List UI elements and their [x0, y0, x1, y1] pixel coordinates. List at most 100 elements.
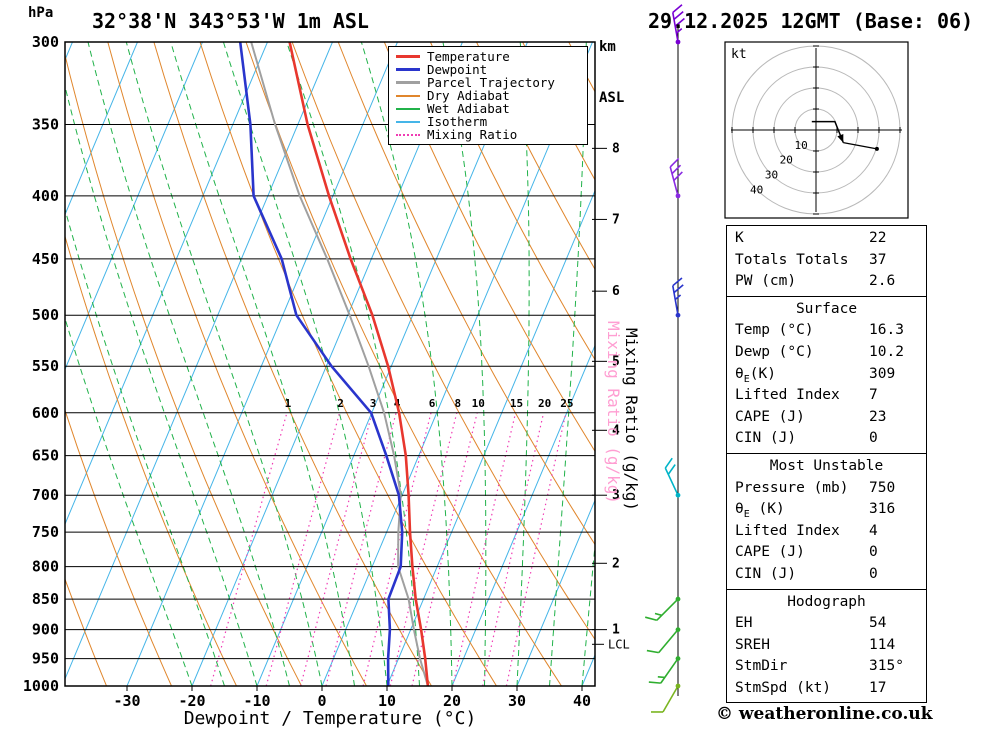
- wind-barb: [669, 157, 683, 199]
- km-tick-label: 4: [612, 423, 620, 438]
- temperature-tick-label: 30: [508, 692, 526, 710]
- stat-row-mu-theta-e: θE (K) 316: [735, 501, 896, 521]
- hodograph-kt-label: kt: [731, 47, 747, 62]
- km-tick-label: 5: [612, 354, 620, 369]
- mixing-ratio-value-label: 10: [472, 397, 485, 410]
- stat-row-surface-theta-e: θE(K) 309: [735, 365, 896, 385]
- dry-adiabat-line-sample: [396, 94, 420, 97]
- pressure-tick-label: 550: [32, 357, 59, 375]
- legend-item-wet-adiabat: Wet Adiabat: [396, 101, 583, 116]
- wind-barb: [644, 596, 681, 622]
- hodograph-ring-label: 40: [750, 183, 763, 196]
- datetime-title: 29.12.2025 12GMT (Base: 06): [648, 9, 974, 33]
- altitude-unit-km: km: [599, 39, 616, 55]
- hodograph-arrowhead: [837, 133, 844, 143]
- altitude-unit-label: km ASL: [599, 5, 633, 141]
- stats-panel: K 22 Totals Totals 37 PW (cm) 2.6 Surface T…: [726, 225, 927, 704]
- mixing-ratio-value-label: 2: [337, 397, 344, 410]
- temperature-tick-label: 40: [573, 692, 591, 710]
- legend-item-isotherm: Isotherm: [396, 114, 583, 129]
- plot-border: [64, 41, 596, 687]
- pressure-tick-label: 350: [32, 115, 59, 133]
- stat-row-mu-cin: CIN (J) 0: [735, 565, 878, 582]
- mixing-ratio-value-label: 3: [370, 397, 377, 410]
- mixing-ratio-value-label: 15: [510, 397, 523, 410]
- wind-barb: [664, 457, 681, 498]
- hodograph-storm-vector: [843, 142, 878, 150]
- wind-barb: [648, 656, 681, 684]
- stat-row-totals-totals: Totals Totals 37: [735, 251, 887, 268]
- stat-row-mu-lifted-index: Lifted Index 4: [735, 522, 878, 539]
- isotherm-lines: [65, 42, 595, 686]
- wind-barb: [672, 4, 685, 45]
- legend-item-dewpoint: Dewpoint: [396, 62, 583, 77]
- stat-row-surface-cin: CIN (J) 0: [735, 430, 878, 447]
- stat-row-stmdir: StmDir 315°: [735, 658, 904, 675]
- station-title: 32°38'N 343°53'W 1m ASL: [92, 9, 369, 33]
- legend: Temperature Dewpoint Parcel Trajectory D…: [388, 46, 588, 145]
- pressure-tick-label: 800: [32, 558, 59, 576]
- surface-section: Surface Temp (°C) 16.3 Dewp (°C) 10.2 θE(K…: [726, 295, 927, 454]
- temperature-tick-label: -30: [113, 692, 140, 710]
- pressure-tick-label: 1000: [23, 677, 59, 695]
- km-tick-label: 3: [612, 488, 620, 503]
- wind-barb: [651, 683, 681, 713]
- temperature-tick-label: 20: [443, 692, 461, 710]
- stat-row-surface-temp: Temp (°C) 16.3: [735, 322, 904, 339]
- altitude-unit-asl: ASL: [599, 90, 625, 106]
- km-tick-label: 2: [612, 556, 620, 571]
- wind-barb: [672, 277, 684, 318]
- pressure-tick-label: 500: [32, 306, 59, 324]
- mixing-ratio-axis-label-shadow: Mixing Ratio (g/kg): [604, 321, 623, 505]
- mixing-ratio-value-label: 20: [538, 397, 551, 410]
- stat-row-surface-lifted-index: Lifted Index 7: [735, 387, 878, 404]
- pressure-tick-label: 700: [32, 486, 59, 504]
- stat-row-mu-cape: CAPE (J) 0: [735, 544, 878, 561]
- stat-row-surface-cape: CAPE (J) 23: [735, 408, 887, 425]
- km-tick-label: 1: [612, 623, 620, 638]
- temperature-line-sample: [396, 55, 420, 58]
- km-tick-label: 8: [612, 141, 620, 156]
- pressure-tick-label: 850: [32, 590, 59, 608]
- km-tick-label: 7: [612, 212, 620, 227]
- stat-row-stmspd: StmSpd (kt) 17: [735, 679, 887, 696]
- mixing-ratio-lines: [210, 412, 567, 686]
- hodograph-ring-label: 20: [780, 154, 793, 167]
- stat-row-k: K 22: [735, 230, 887, 246]
- isotherm-line-sample: [396, 120, 420, 123]
- hodograph-ring-label: 30: [765, 169, 778, 182]
- dewpoint-line-sample: [396, 68, 420, 71]
- dewpoint-curve: [238, 42, 404, 686]
- wind-barb: [646, 627, 681, 654]
- stat-row-sreh: SREH 114: [735, 636, 896, 653]
- hodograph-section-title: Hodograph: [787, 593, 866, 610]
- temperature-tick-label: -10: [243, 692, 270, 710]
- hodograph-section: Hodograph EH 54 SREH 114 StmDir 315° StmSpd…: [726, 588, 927, 704]
- temperature-tick-label: 10: [378, 692, 396, 710]
- mixing-ratio-line-sample: [396, 133, 420, 136]
- parcel-line-sample: [396, 81, 420, 84]
- temperature-tick-label: -20: [178, 692, 205, 710]
- legend-item-mixing-ratio: Mixing Ratio: [396, 127, 583, 142]
- mixing-ratio-axis-label: Mixing Ratio (g/kg): [622, 328, 641, 512]
- temperature-tick-label: 0: [317, 692, 326, 710]
- pressure-unit-label: hPa: [28, 5, 54, 21]
- pressure-tick-label: 300: [32, 33, 59, 51]
- mixing-ratio-value-label: 8: [454, 397, 461, 410]
- stat-row-eh: EH 54: [735, 615, 887, 632]
- legend-item-parcel: Parcel Trajectory: [396, 75, 583, 90]
- parcel-trajectory-curve: [250, 42, 429, 686]
- pressure-tick-label: 750: [32, 523, 59, 541]
- most-unstable-section: Most Unstable Pressure (mb) 750 θE (K) 316…: [726, 452, 927, 590]
- wet-adiabat-line-sample: [396, 107, 420, 110]
- mixing-ratio-value-label: 25: [560, 397, 573, 410]
- pressure-tick-label: 450: [32, 250, 59, 268]
- legend-item-temperature: Temperature: [396, 49, 583, 64]
- pressure-tick-label: 650: [32, 447, 59, 465]
- lcl-label: LCL: [608, 637, 630, 651]
- surface-section-title: Surface: [795, 300, 858, 317]
- pressure-tick-label: 950: [32, 650, 59, 668]
- mixing-ratio-value-label: 6: [429, 397, 436, 410]
